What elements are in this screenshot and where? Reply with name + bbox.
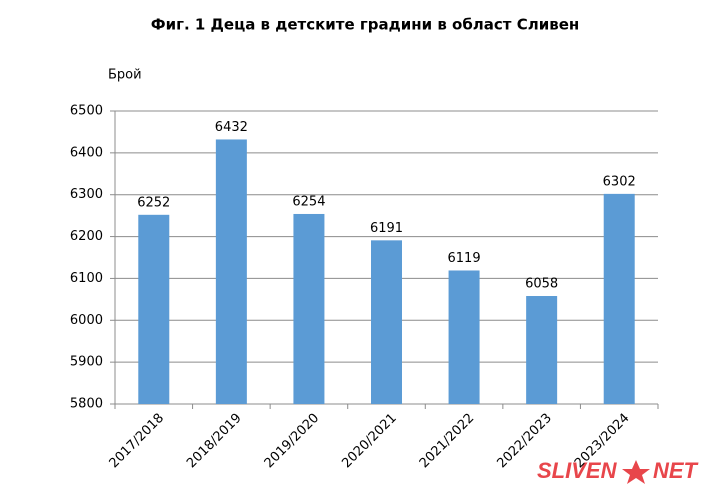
y-tick-label: 6100 — [70, 271, 103, 286]
y-tick-label: 6500 — [70, 104, 103, 119]
y-axis-label: Брой — [108, 68, 142, 83]
bar — [138, 214, 170, 404]
y-tick-label: 6300 — [70, 187, 103, 202]
watermark-left: SLIVEN — [537, 458, 618, 483]
watermark-star — [622, 460, 650, 484]
y-tick-label: 6200 — [70, 229, 103, 244]
data-label: 6119 — [448, 251, 481, 266]
bar — [526, 296, 558, 404]
data-label: 6254 — [292, 194, 325, 209]
data-label: 6191 — [370, 221, 403, 236]
bar — [293, 213, 325, 404]
watermark-right: NET — [653, 458, 699, 483]
bar — [603, 193, 635, 404]
bar — [448, 270, 480, 404]
y-tick-label: 6000 — [70, 313, 103, 328]
bar — [371, 240, 402, 404]
y-tick-label: 6400 — [70, 145, 103, 160]
chart-title: Фиг. 1 Деца в детските градини в област … — [151, 16, 580, 34]
data-label: 6058 — [525, 277, 558, 292]
y-tick-label: 5900 — [70, 355, 103, 370]
data-label: 6302 — [603, 174, 636, 189]
data-label: 6252 — [137, 195, 170, 210]
y-tick-label: 5800 — [70, 397, 103, 412]
data-label: 6432 — [215, 120, 248, 135]
bar — [215, 139, 247, 404]
